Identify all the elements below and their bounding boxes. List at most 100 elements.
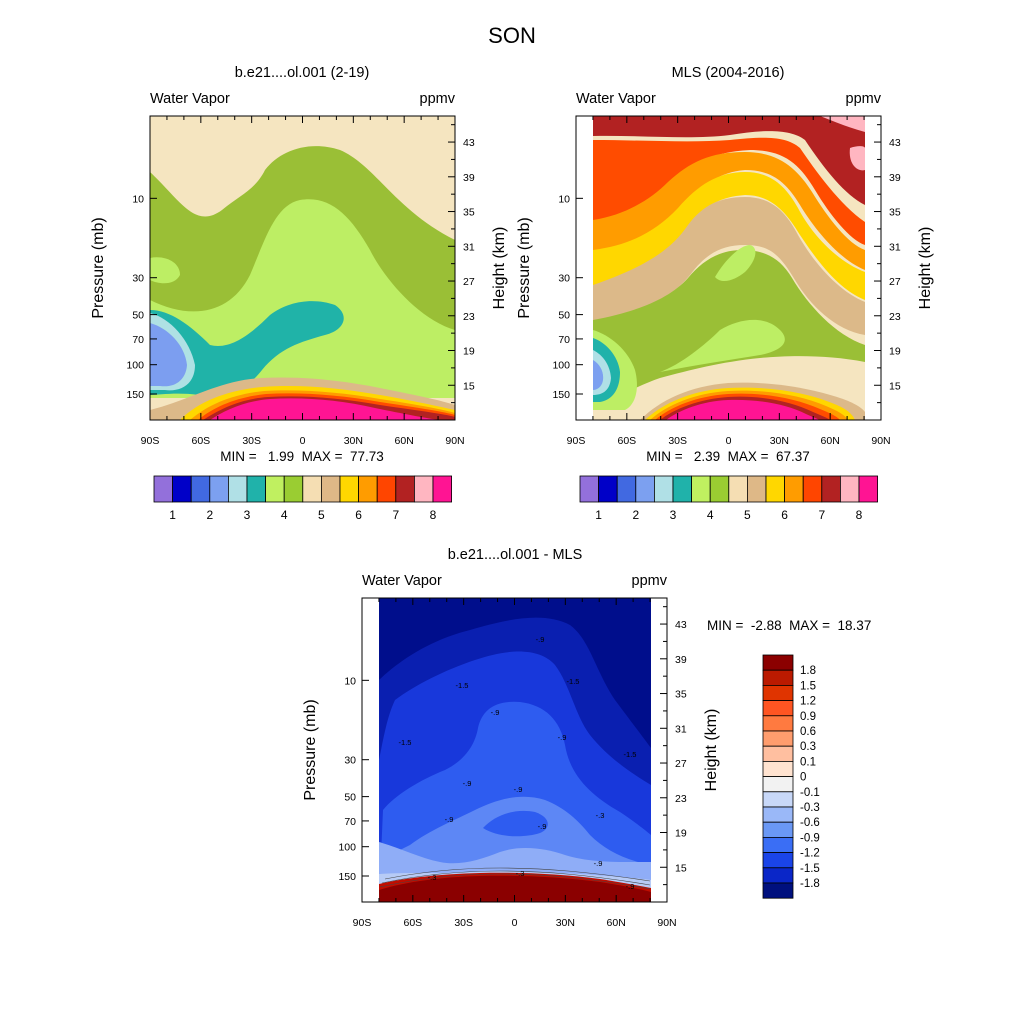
panel-left-label: Water Vapor bbox=[150, 91, 230, 107]
legend-label: 1 bbox=[169, 508, 176, 522]
height-tick-label: 31 bbox=[675, 723, 687, 735]
legend-label: 2 bbox=[206, 508, 213, 522]
panel-difference: b.e21....ol.001 - MLS Water Vapor ppmv -… bbox=[302, 547, 871, 929]
x-tick-label: 0 bbox=[300, 435, 306, 447]
legend-label: 1.5 bbox=[800, 680, 816, 692]
x-tick-label: 30S bbox=[668, 435, 687, 447]
panel-title: b.e21....ol.001 - MLS bbox=[448, 547, 583, 563]
y-tick-label: 30 bbox=[344, 755, 356, 767]
legend-label: 6 bbox=[355, 508, 362, 522]
height-tick-label: 31 bbox=[889, 241, 901, 253]
legend-swatch bbox=[747, 475, 767, 503]
legend-swatch bbox=[762, 761, 794, 778]
height-tick-label: 27 bbox=[463, 276, 475, 288]
panel-right-label: ppmv bbox=[420, 91, 456, 107]
height-tick-label: 39 bbox=[675, 654, 687, 666]
x-tick-label: 90N bbox=[657, 917, 676, 929]
contour-label: -.9 bbox=[536, 635, 545, 644]
x-tick-label: 30N bbox=[344, 435, 363, 447]
legend-swatch bbox=[762, 806, 794, 823]
y-axis-label: Pressure (mb) bbox=[90, 217, 107, 318]
panel-model: b.e21....ol.001 (2-19) Water Vapor ppmv … bbox=[90, 65, 508, 522]
contour-label: -.9 bbox=[626, 882, 635, 891]
legend-label: 8 bbox=[856, 508, 863, 522]
legend-label: 5 bbox=[744, 508, 751, 522]
legend-swatch bbox=[635, 475, 655, 503]
legend-swatch bbox=[840, 475, 860, 503]
legend-swatch bbox=[691, 475, 711, 503]
y-tick-label: 100 bbox=[552, 360, 570, 372]
y-axis-height: 43 39 35 31 27 23 19 15 bbox=[660, 606, 687, 886]
y-tick-label: 30 bbox=[558, 273, 570, 285]
y-axis-pressure: 10 30 50 70 100 150 bbox=[552, 193, 583, 401]
x-tick-label: 30N bbox=[770, 435, 789, 447]
x-tick-label: 60N bbox=[607, 917, 626, 929]
contour-label: -.9 bbox=[594, 859, 603, 868]
x-tick-label: 60S bbox=[191, 435, 210, 447]
panel-right-label: ppmv bbox=[632, 573, 668, 589]
legend-swatch bbox=[579, 475, 600, 503]
legend-label: 1.2 bbox=[800, 696, 816, 708]
legend-swatch bbox=[728, 475, 748, 503]
y-tick-label: 10 bbox=[558, 193, 570, 205]
min-max-text: MIN = 1.99 MAX = 77.73 bbox=[220, 449, 384, 464]
legend-label: 7 bbox=[818, 508, 825, 522]
height-tick-label: 43 bbox=[463, 137, 475, 149]
legend-swatch bbox=[172, 475, 192, 503]
y-tick-label: 100 bbox=[126, 360, 144, 372]
x-tick-label: 90N bbox=[445, 435, 464, 447]
x-tick-label: 30N bbox=[556, 917, 575, 929]
legend-label: 4 bbox=[707, 508, 714, 522]
y-axis-height: 43 39 35 31 27 23 19 15 bbox=[448, 124, 475, 404]
legend-swatch bbox=[762, 654, 794, 671]
height-tick-label: 35 bbox=[463, 207, 475, 219]
legend-swatch bbox=[395, 475, 415, 503]
legend-swatch bbox=[765, 475, 786, 503]
contour-region bbox=[379, 875, 651, 902]
legend-label: -0.6 bbox=[800, 817, 820, 829]
contour-label: -.3 bbox=[596, 811, 605, 820]
height-tick-label: 19 bbox=[675, 828, 687, 840]
y-tick-label: 30 bbox=[132, 273, 144, 285]
legend-swatch bbox=[190, 475, 211, 503]
legend-label: 1 bbox=[595, 508, 602, 522]
legend-label: 6 bbox=[781, 508, 788, 522]
contour-label: -.9 bbox=[491, 708, 500, 717]
y-tick-label: 70 bbox=[558, 334, 570, 346]
legend-label: 0.1 bbox=[800, 756, 816, 768]
legend-label: -0.1 bbox=[800, 787, 820, 799]
legend-swatch bbox=[762, 730, 794, 747]
contour-region bbox=[593, 197, 865, 335]
contour-region bbox=[381, 870, 651, 886]
x-tick-label: 90S bbox=[353, 917, 372, 929]
contour-label: -.9 bbox=[514, 785, 523, 794]
legend-swatch bbox=[320, 475, 341, 503]
legend-swatch bbox=[762, 867, 794, 884]
panel-left-label: Water Vapor bbox=[576, 91, 656, 107]
height-tick-label: 39 bbox=[889, 172, 901, 184]
legend-label: -1.5 bbox=[800, 863, 820, 875]
legend-swatch bbox=[283, 475, 304, 503]
contour-region bbox=[820, 116, 865, 132]
legend-swatch bbox=[709, 475, 730, 503]
panel-left-label: Water Vapor bbox=[362, 573, 442, 589]
contour-region bbox=[593, 172, 865, 300]
legend-swatch bbox=[762, 776, 794, 793]
contour-label: -1.5 bbox=[567, 677, 580, 686]
contour-label: -.9 bbox=[538, 822, 547, 831]
color-legend: 1 2 3 4 5 6 7 8 bbox=[579, 475, 879, 522]
y-tick-label: 50 bbox=[558, 310, 570, 322]
legend-swatch bbox=[654, 475, 674, 503]
legend-label: -0.9 bbox=[800, 832, 820, 844]
contour-region bbox=[150, 323, 187, 387]
height-tick-label: 31 bbox=[463, 241, 475, 253]
y-axis-label: Pressure (mb) bbox=[302, 699, 319, 800]
height-tick-label: 27 bbox=[675, 758, 687, 770]
legend-swatch bbox=[672, 475, 693, 503]
legend-label: -1.2 bbox=[800, 848, 820, 860]
x-axis: 90S 60S 30S 0 30N 60N 90N bbox=[141, 116, 465, 447]
height-tick-label: 23 bbox=[889, 311, 901, 323]
contour-region bbox=[593, 360, 604, 390]
x-tick-label: 60S bbox=[617, 435, 636, 447]
color-legend-vertical: 1.8 1.5 1.2 0.9 0.6 0.3 0.1 0 -0.1 -0.3 -0.6 -0.9 -1… bbox=[762, 654, 820, 899]
